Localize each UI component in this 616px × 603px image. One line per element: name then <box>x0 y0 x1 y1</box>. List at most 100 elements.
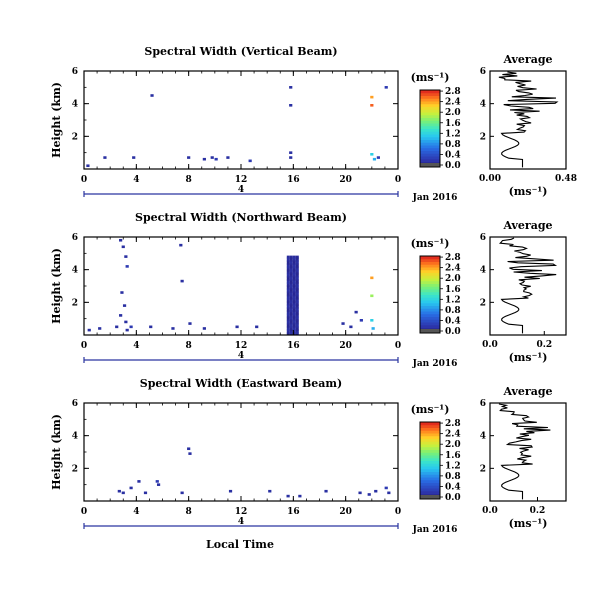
colorbar-segment <box>420 488 440 492</box>
colorbar-segment <box>420 441 440 445</box>
data-cell <box>367 493 371 496</box>
data-cell <box>370 95 374 99</box>
data-cell <box>289 318 293 321</box>
data-cell <box>286 276 290 279</box>
x-tick-label: 0 <box>395 341 401 351</box>
colorbar-tick-label: 1.2 <box>445 295 461 305</box>
colorbar-segment <box>420 471 440 475</box>
data-cell <box>292 290 296 293</box>
data-cell <box>286 258 290 261</box>
profile-x-tick-label: 0.48 <box>555 174 577 184</box>
data-cell <box>286 280 290 283</box>
data-cell <box>289 308 293 311</box>
colorbar-unit: (ms⁻¹) <box>411 403 450 416</box>
data-cell <box>292 315 296 318</box>
colorbar-segment <box>420 131 440 135</box>
colorbar-segment <box>420 112 440 116</box>
colorbar-segment <box>420 117 440 121</box>
data-cell <box>292 301 296 304</box>
data-cell <box>295 261 299 264</box>
colorbar-tick-label: 0.8 <box>445 472 461 482</box>
colorbar-segment <box>420 460 440 464</box>
colorbar-segment <box>420 261 440 265</box>
colorbar-segment <box>420 280 440 284</box>
data-cell <box>125 328 129 332</box>
data-cell <box>187 447 191 451</box>
colorbar-tick-label: 1.2 <box>445 461 461 471</box>
data-cell <box>292 324 296 327</box>
colorbar-segment <box>420 474 440 478</box>
data-cell <box>289 255 293 258</box>
data-cell <box>295 285 299 287</box>
data-cell <box>295 327 299 330</box>
data-cell <box>289 311 293 314</box>
data-cell <box>286 264 290 267</box>
profile-y-tick-label: 4 <box>480 266 486 276</box>
data-cell <box>292 327 296 330</box>
data-cell <box>289 312 293 315</box>
data-cell <box>286 261 290 264</box>
data-cell <box>286 305 290 308</box>
data-cell <box>289 326 293 329</box>
colorbar-segment <box>420 490 440 494</box>
colorbar-tick-label: 2.4 <box>445 430 461 440</box>
colorbar-segment <box>420 103 440 107</box>
data-cell <box>180 279 184 283</box>
data-cell <box>371 327 375 330</box>
data-cell <box>286 329 290 331</box>
data-cell <box>188 452 192 455</box>
data-cell <box>292 314 296 317</box>
colorbar-segment <box>420 297 440 301</box>
colorbar-segment <box>420 275 440 279</box>
data-cell <box>289 257 293 259</box>
data-cell <box>286 296 290 299</box>
data-cell <box>341 322 345 325</box>
day-marker-label: 4 <box>238 517 244 527</box>
data-cell <box>286 327 290 330</box>
colorbar-segment <box>420 98 440 102</box>
data-cell <box>150 94 154 97</box>
data-cell <box>289 321 293 324</box>
data-cell <box>286 289 290 292</box>
data-cell <box>295 255 299 258</box>
data-cell <box>292 292 296 295</box>
data-cell <box>286 321 290 324</box>
data-cell <box>292 323 296 326</box>
y-tick-label: 4 <box>72 432 78 442</box>
colorbar-segment <box>420 134 440 138</box>
data-cell <box>289 264 293 267</box>
data-cell <box>295 293 299 296</box>
data-cell <box>289 296 293 299</box>
colorbar-segment <box>420 300 440 304</box>
profile-xlabel: (ms⁻¹) <box>509 185 548 198</box>
data-cell <box>286 279 290 282</box>
colorbar-unit: (ms⁻¹) <box>411 237 450 250</box>
profile-y-tick-label: 2 <box>480 132 486 142</box>
data-cell <box>292 312 296 315</box>
data-cell <box>370 153 374 156</box>
date-label: Jan 2016 <box>412 359 458 369</box>
profile-x-tick-label: 0.2 <box>536 340 552 350</box>
data-cell <box>295 324 299 327</box>
data-cell <box>286 307 290 309</box>
data-cell <box>292 270 296 273</box>
data-cell <box>202 157 206 161</box>
data-cell <box>295 267 299 270</box>
data-cell <box>295 302 299 305</box>
y-tick-label: 6 <box>72 233 78 243</box>
data-cell <box>149 325 153 329</box>
profile-xlabel: (ms⁻¹) <box>509 517 548 530</box>
data-cell <box>289 258 293 261</box>
profile-title: Average <box>502 385 552 398</box>
data-cell <box>292 320 296 323</box>
x-tick-label: 0 <box>395 175 401 185</box>
data-cell <box>295 274 299 277</box>
data-cell <box>292 260 296 262</box>
y-tick-label: 2 <box>72 464 78 474</box>
colorbar-segment <box>420 123 440 127</box>
data-cell <box>292 310 296 312</box>
data-cell <box>359 319 363 322</box>
data-cell <box>292 280 296 283</box>
data-cell <box>298 494 302 498</box>
data-cell <box>286 315 290 318</box>
